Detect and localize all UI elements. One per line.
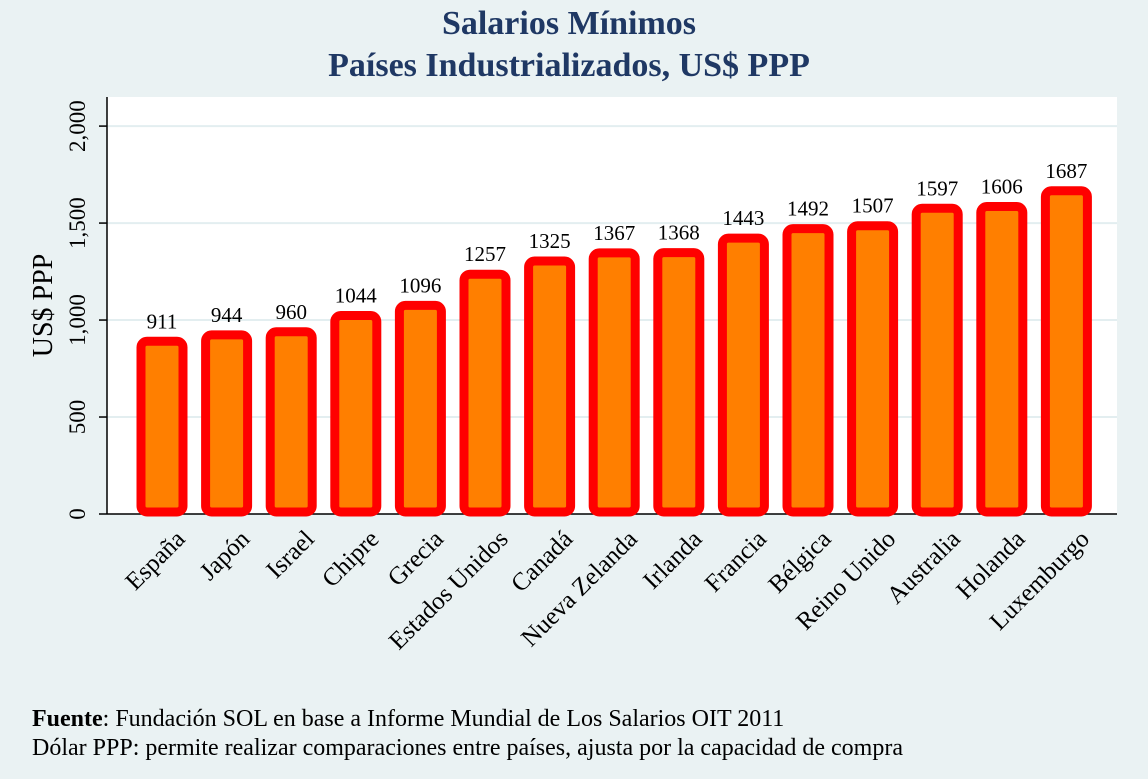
bar	[330, 311, 382, 517]
data-label: 1257	[464, 242, 506, 266]
source-text: : Fundación SOL en base a Informe Mundia…	[102, 706, 785, 732]
bar	[911, 203, 963, 517]
category-label: Nueva Zelanda	[516, 526, 643, 653]
data-labels: 911 944 960 1044 1096 1257 1325 1367 1368 1443 149…	[147, 159, 1088, 334]
bar	[588, 248, 640, 517]
bar	[136, 336, 188, 517]
y-tick-label: 500	[65, 400, 90, 435]
bar	[976, 202, 1028, 517]
bar	[847, 221, 899, 517]
chart-footer: Fuente: Fundación SOL en base a Informe …	[32, 705, 1132, 763]
data-label: 960	[275, 300, 307, 324]
bar	[524, 256, 576, 517]
bar	[653, 248, 705, 517]
data-label: 1606	[981, 175, 1023, 199]
source-label: Fuente	[32, 706, 103, 732]
bar	[717, 233, 769, 517]
category-label: Irlanda	[638, 526, 707, 595]
source-note: Fuente: Fundación SOL en base a Informe …	[32, 705, 1132, 734]
bar	[265, 327, 317, 517]
bars	[136, 186, 1092, 517]
bar	[1040, 186, 1092, 517]
data-label: 1096	[399, 273, 441, 297]
y-tick-label: 1,500	[65, 197, 90, 249]
data-label: 1368	[658, 221, 700, 245]
chart-subtitle: Países Industrializados, US$ PPP	[328, 47, 810, 84]
category-label: Estados Unidos	[384, 526, 514, 656]
category-label: Japón	[195, 525, 256, 586]
y-tick-label: 0	[65, 508, 90, 520]
y-tick-label: 2,000	[65, 100, 90, 152]
data-label: 1325	[529, 229, 571, 253]
data-label: 1507	[852, 194, 894, 218]
chart-title: Salarios Mínimos	[442, 5, 696, 42]
category-label: Israel	[261, 525, 319, 583]
data-label: 1367	[593, 221, 635, 245]
bar-chart: Salarios Mínimos Países Industrializados…	[28, 5, 1117, 655]
ppp-note: Dólar PPP: permite realizar comparacione…	[32, 735, 903, 761]
data-label: 944	[211, 303, 243, 327]
y-axis-title: US$ PPP	[28, 254, 59, 358]
bar	[459, 269, 511, 517]
data-label: 1687	[1045, 159, 1087, 183]
data-label: 1492	[787, 197, 829, 221]
category-label: Francia	[700, 526, 772, 598]
y-tick-label: 1,000	[65, 294, 90, 346]
data-label: 1597	[916, 176, 958, 200]
bar	[394, 300, 446, 517]
bar	[782, 224, 834, 517]
category-label: España	[120, 526, 190, 596]
bar	[201, 330, 253, 517]
data-label: 1044	[335, 284, 378, 308]
data-label: 1443	[722, 206, 764, 230]
data-label: 911	[147, 309, 178, 333]
category-label: Chipre	[317, 526, 384, 593]
